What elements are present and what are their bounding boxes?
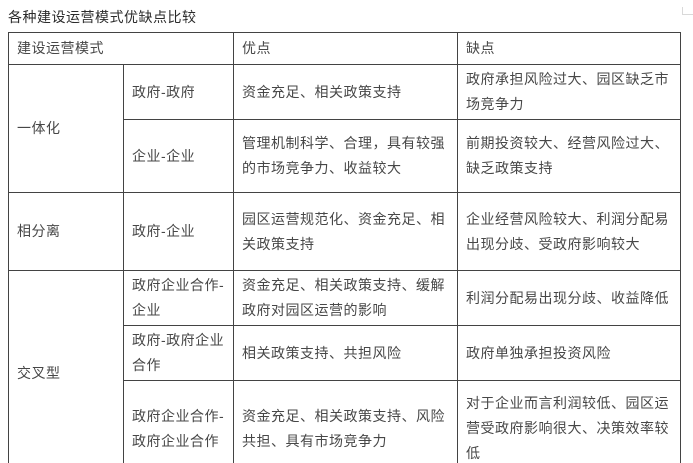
sub-mode-cell: 政府-政府 [123,64,234,120]
group-cell-crossed: 交叉型 [8,270,124,463]
sub-mode-cell: 政府企业合作-政府企业合作 [123,380,234,463]
table-row: 企业-企业 管理机制科学、合理，具有较强的市场竞争力、收益较大 前期投资较大、经… [9,119,681,193]
table-row: 政府企业合作-政府企业合作 资金充足、相关政策支持、风险共担、具有市场竞争力 对… [9,380,681,463]
table-row: 相分离 政府-企业 园区运营规范化、资金充足、相关政策支持 企业经营风险较大、利… [8,192,681,271]
sub-mode-cell: 政府-企业 [123,192,234,271]
pros-cell: 资金充足、相关政策支持、风险共担、具有市场竞争力 [233,380,458,463]
group-cell-separated: 相分离 [8,192,124,271]
sub-mode-cell: 企业-企业 [123,119,234,193]
cons-cell: 对于企业而言利润较低、园区运营受政府影响很大、决策效率较低 [457,380,681,463]
table-row: 交叉型 政府企业合作-企业 资金充足、相关政策支持、缓解政府对园区运营的影响 利… [8,270,681,463]
header-cell-pros: 优点 [233,32,458,65]
comparison-table: 建设运营模式 优点 缺点 一体化 政府-政府 资金充足、相关政策支持 政府承担风… [8,32,681,463]
pros-cell: 管理机制科学、合理，具有较强的市场竞争力、收益较大 [233,119,458,193]
pros-cell: 园区运营规范化、资金充足、相关政策支持 [233,192,458,271]
header-cell-cons: 缺点 [457,32,681,65]
cons-cell: 企业经营风险较大、利润分配易出现分歧、受政府影响较大 [457,192,681,271]
group-cell-integrated: 一体化 [8,64,124,193]
header-cell-mode: 建设运营模式 [8,32,234,65]
cons-cell: 前期投资较大、经营风险过大、缺乏政策支持 [457,119,681,193]
cons-cell: 政府单独承担投资风险 [457,325,681,381]
cons-cell: 利润分配易出现分歧、收益降低 [457,270,681,326]
table-row: 一体化 政府-政府 资金充足、相关政策支持 政府承担风险过大、园区缺乏市场竞争力 [8,64,681,193]
corner-artifact [682,7,693,15]
sub-mode-cell: 政府-政府企业合作 [123,325,234,381]
pros-cell: 资金充足、相关政策支持 [233,64,458,120]
page-title: 各种建设运营模式优缺点比较 [8,9,197,25]
table-row: 政府-政府企业合作 相关政策支持、共担风险 政府单独承担投资风险 [9,325,681,381]
table-header-row: 建设运营模式 优点 缺点 [8,32,681,65]
cons-cell: 政府承担风险过大、园区缺乏市场竞争力 [457,64,681,120]
sub-mode-cell: 政府企业合作-企业 [123,270,234,326]
pros-cell: 相关政策支持、共担风险 [233,325,458,381]
pros-cell: 资金充足、相关政策支持、缓解政府对园区运营的影响 [233,270,458,326]
